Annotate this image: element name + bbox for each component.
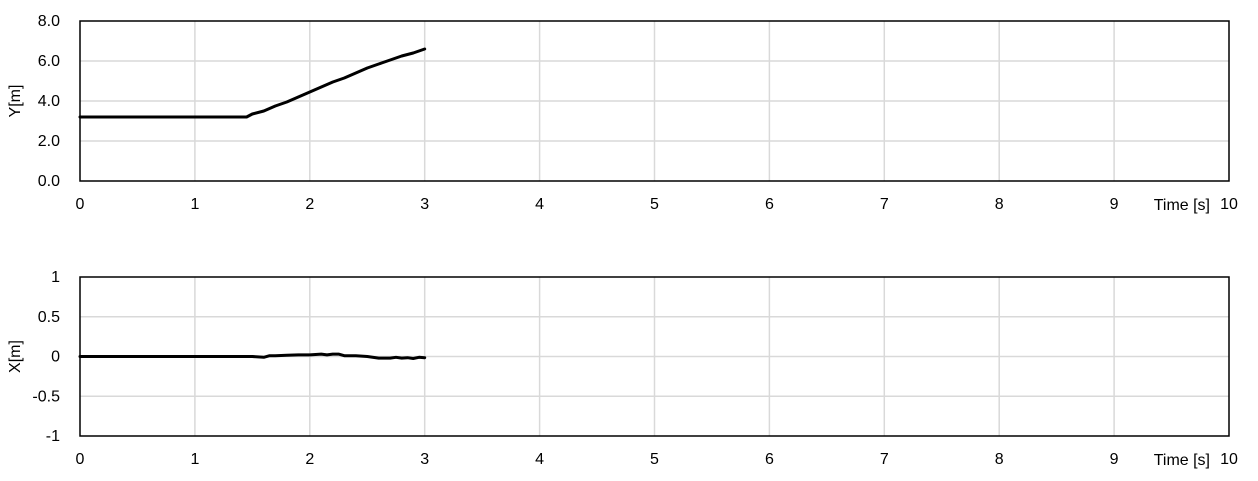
- y-tick-label: 1: [51, 269, 60, 286]
- y-axis-title: Y[m]: [7, 85, 24, 118]
- y-tick-label: -1: [46, 428, 60, 445]
- y-tick-label: 0.0: [38, 173, 60, 190]
- x-tick-label: 4: [535, 196, 544, 213]
- series-line: [78, 352, 427, 360]
- chart-y-position: 0 1 2 3 4 5 6 7 8 9 10 0.0 2.0 4.0 6.0 8.0 Time [s] Y[m]: [7, 13, 1238, 214]
- x-tick-label: 9: [1110, 196, 1119, 213]
- x-tick-label: 7: [880, 196, 889, 213]
- x-tick-label: 5: [650, 196, 659, 213]
- chart-x-position: 0 1 2 3 4 5 6 7 8 9 10 -1 -0.5 0 0.5 1 Time [s] X[m]: [7, 269, 1238, 469]
- plot-frame: [79, 20, 1230, 182]
- y-tick-label: 4.0: [38, 93, 60, 110]
- x-tick-label: 0: [76, 196, 85, 213]
- series-line: [78, 47, 427, 119]
- x-tick-label: 6: [765, 196, 774, 213]
- x-tick-label: 5: [650, 451, 659, 468]
- y-tick-label: 2.0: [38, 133, 60, 150]
- x-axis-title: Time [s]: [1154, 197, 1210, 214]
- x-axis-title: Time [s]: [1154, 452, 1210, 469]
- y-tick-label: 6.0: [38, 53, 60, 70]
- y-tick-label: 8.0: [38, 13, 60, 30]
- x-tick-label: 2: [305, 196, 314, 213]
- x-tick-label: 2: [305, 451, 314, 468]
- x-tick-label: 8: [995, 196, 1004, 213]
- x-tick-label: 7: [880, 451, 889, 468]
- x-tick-label: 8: [995, 451, 1004, 468]
- x-tick-label: 0: [76, 451, 85, 468]
- x-tick-label: 1: [190, 196, 199, 213]
- x-tick-label: 9: [1110, 451, 1119, 468]
- x-tick-label: 6: [765, 451, 774, 468]
- x-tick-label: 10: [1220, 451, 1238, 468]
- x-tick-label: 3: [420, 451, 429, 468]
- y-tick-label: -0.5: [32, 388, 60, 405]
- x-tick-label: 4: [535, 451, 544, 468]
- y-tick-label: 0.5: [38, 309, 60, 326]
- y-axis-title: X[m]: [7, 340, 24, 373]
- x-tick-label: 10: [1220, 196, 1238, 213]
- x-tick-label: 1: [190, 451, 199, 468]
- y-tick-label: 0: [51, 349, 60, 366]
- x-tick-label: 3: [420, 196, 429, 213]
